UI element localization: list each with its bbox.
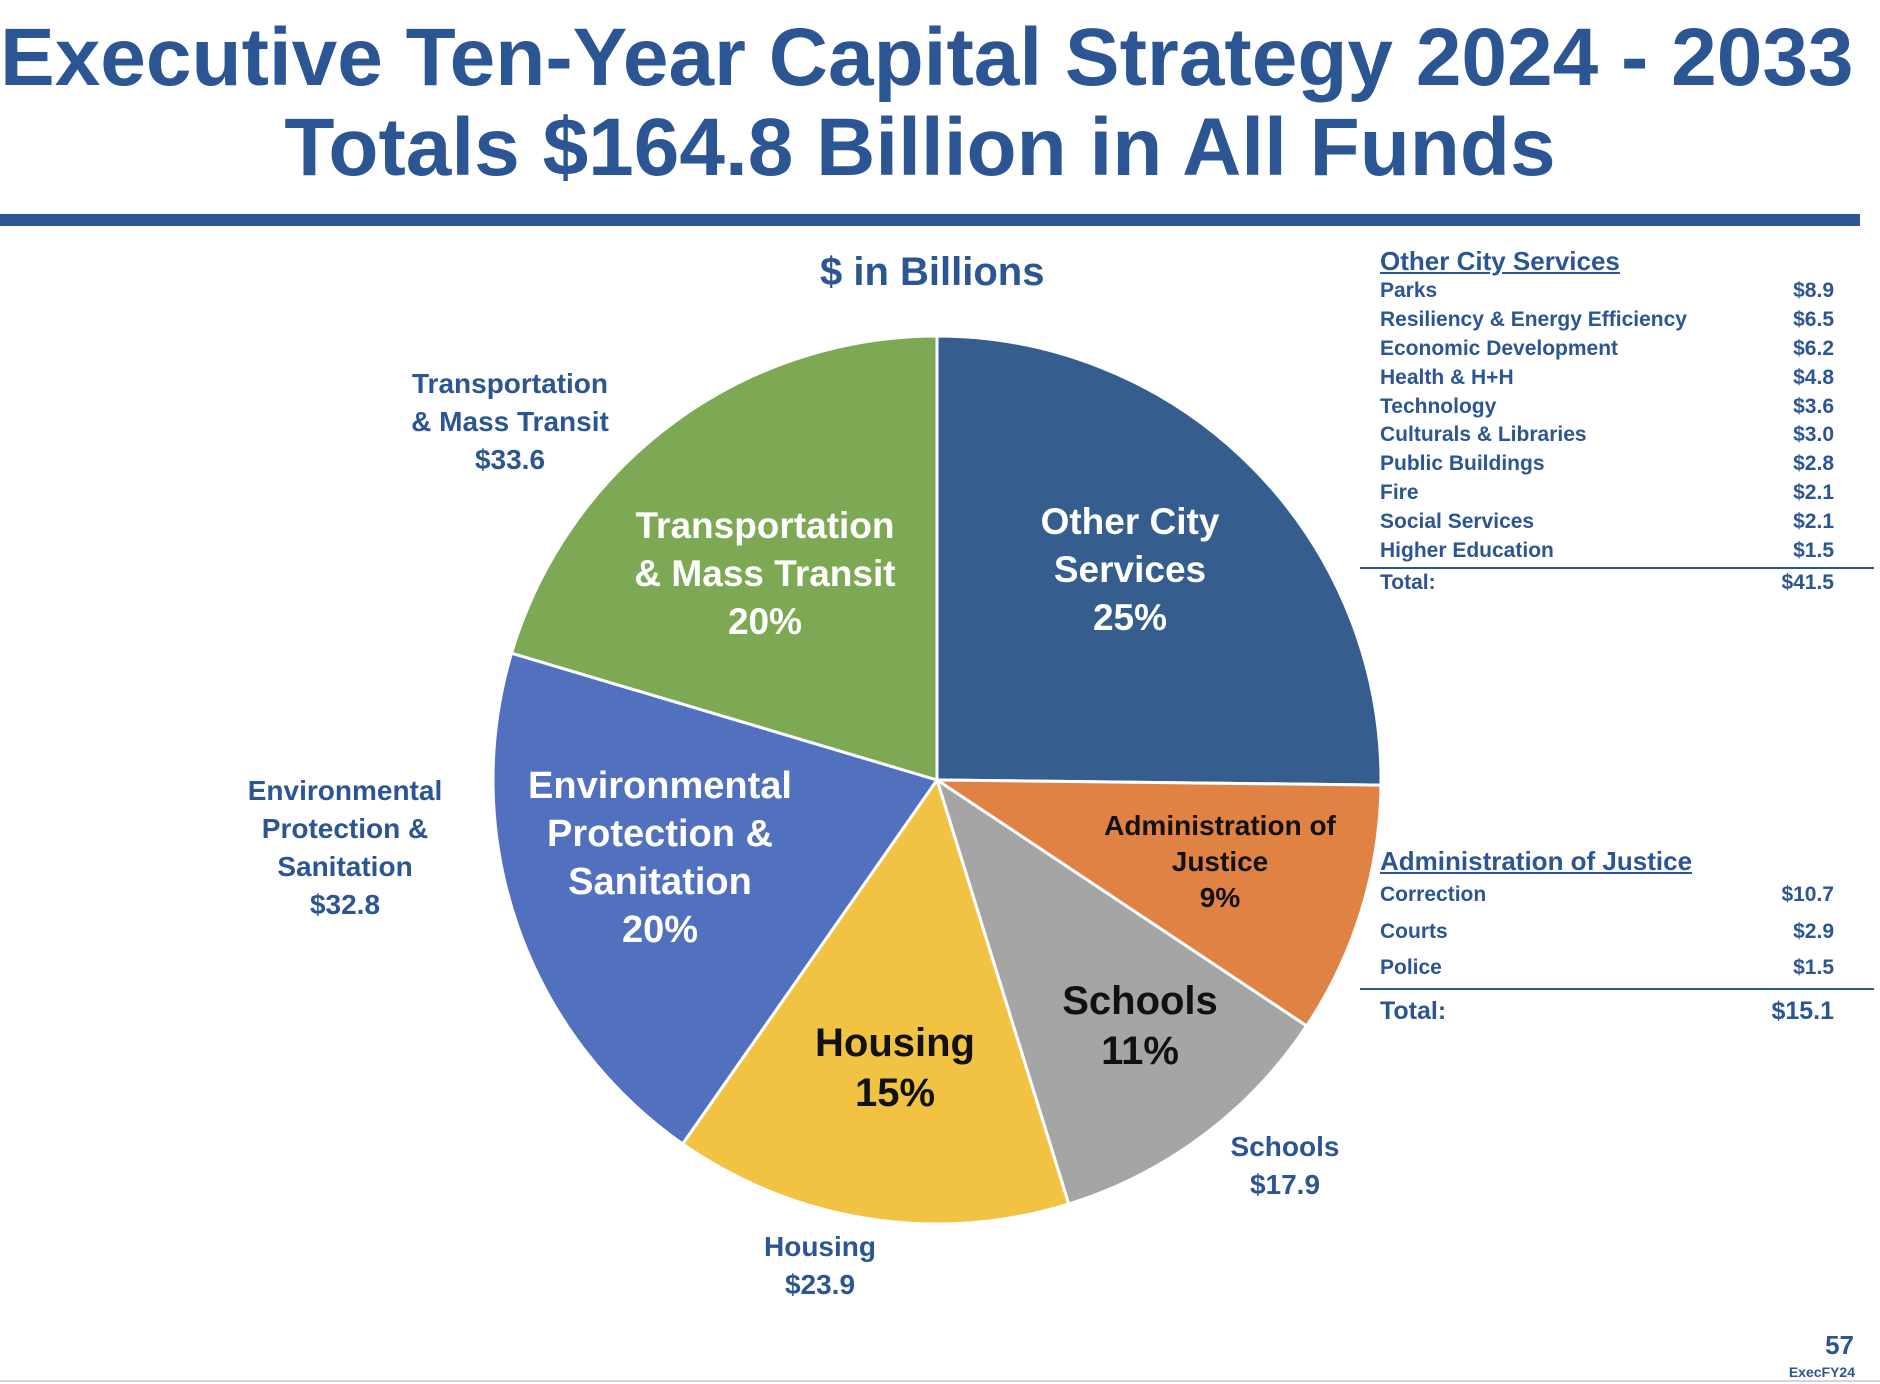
table-row: Fire $2.1 (1380, 481, 1834, 505)
slice-label-transportation: Transportation & Mass Transit 20% (634, 505, 896, 642)
outside-label-environmental: Environmental Protection & Sanitation $3… (247, 775, 443, 920)
table-row: Technology $3.6 (1380, 394, 1834, 418)
slice-label-administration-of-justice: Administration of Justice 9% (1104, 810, 1336, 913)
table-row: Parks $8.9 (1380, 279, 1834, 302)
table-row: Higher Education $1.5 (1380, 539, 1834, 563)
table-row: Public Buildings $2.8 (1380, 452, 1834, 476)
title-divider (0, 214, 1860, 226)
outside-label-schools: Schools $17.9 (1230, 1131, 1340, 1200)
pie-slice-administration-of-justice (931, 778, 1383, 1029)
pie-slice-transportation-mass-transit (509, 334, 939, 783)
other-city-services-heading: Other City Services (1380, 246, 1620, 276)
table-row: Resiliency & Energy Efficiency $6.5 (1380, 307, 1834, 331)
table-total-row: Total: $41.5 (1360, 566, 1874, 598)
table-row: Economic Development $6.2 (1380, 336, 1834, 360)
pie-slice-environmental-protection-sanitation (491, 651, 940, 1147)
other-city-services-table: Other City Services Parks $8.9 Resiliency… (1360, 246, 1874, 598)
table-row: Health & H+H $4.8 (1380, 365, 1834, 389)
table-total-row: Total: $15.1 (1360, 987, 1874, 1030)
page-title-line-1: Executive Ten-Year Capital Strategy 2024… (0, 12, 1854, 103)
page-title-line-2: Totals $164.8 Billion in All Funds (284, 102, 1556, 193)
pie-slice-housing (680, 776, 1071, 1226)
administration-of-justice-table: Administration of Justice Correction $10.… (1360, 846, 1874, 1030)
slice-label-housing: Housing 15% (815, 1021, 975, 1115)
page-number: 57 (1825, 1330, 1854, 1360)
pie-slice-other-city-services (935, 334, 1383, 787)
document-tag: ExecFY24 (1788, 1364, 1855, 1380)
footer-divider (0, 1380, 1880, 1382)
chart-unit-label: $ in Billions (820, 250, 1045, 294)
table-row: Courts $2.9 (1380, 919, 1834, 943)
slice-label-other-city-services: Other City Services 25% (1040, 501, 1220, 638)
table-row: Culturals & Libraries $3.0 (1380, 423, 1834, 447)
pie-slice-schools (934, 776, 1309, 1206)
slice-label-schools: Schools 11% (1062, 979, 1218, 1073)
slice-label-environmental: Environmental Protection & Sanitation 20… (528, 765, 792, 951)
table-row: Social Services $2.1 (1380, 510, 1834, 534)
administration-of-justice-heading: Administration of Justice (1380, 846, 1693, 876)
outside-label-transportation: Transportation & Mass Transit $33.6 (411, 368, 609, 475)
table-row: Police $1.5 (1380, 956, 1834, 979)
outside-label-housing: Housing $23.9 (764, 1231, 876, 1300)
table-row: Correction $10.7 (1380, 883, 1834, 906)
